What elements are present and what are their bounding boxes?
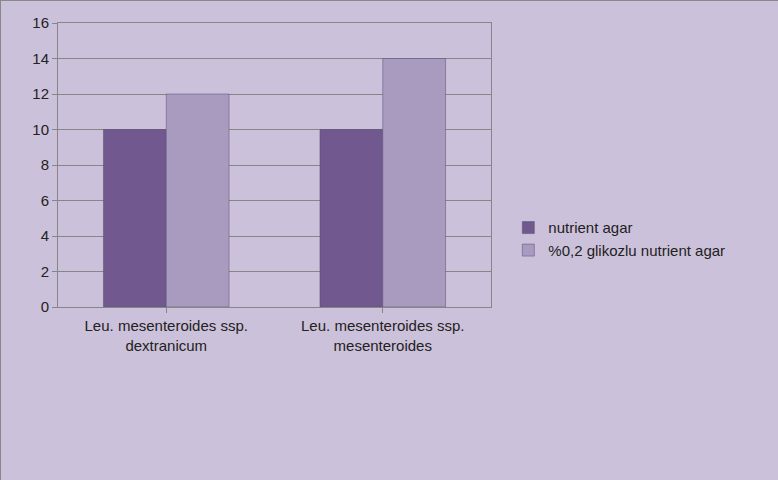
svg-text:4: 4 — [41, 227, 49, 244]
svg-text:12: 12 — [32, 85, 49, 102]
svg-text:14: 14 — [32, 50, 49, 67]
svg-text:nutrient agar: nutrient agar — [548, 219, 632, 236]
svg-text:8: 8 — [41, 156, 49, 173]
svg-text:0: 0 — [41, 298, 49, 315]
svg-text:6: 6 — [41, 192, 49, 209]
svg-text:16: 16 — [32, 14, 49, 31]
svg-text:2: 2 — [41, 263, 49, 280]
svg-text:Leu. mesenteroides ssp.dextran: Leu. mesenteroides ssp.dextranicum — [85, 317, 248, 354]
svg-text:Leu. mesenteroides ssp.mesente: Leu. mesenteroides ssp.mesenteroides — [301, 317, 464, 354]
svg-text:%0,2 glikozlu nutrient agar: %0,2 glikozlu nutrient agar — [548, 242, 725, 259]
svg-text:10: 10 — [32, 121, 49, 138]
